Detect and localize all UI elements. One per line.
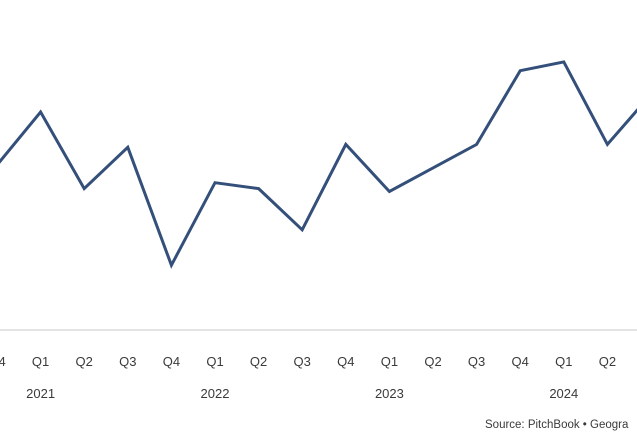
year-label: 2021 [26,386,55,401]
x-tick-label: Q4 [512,354,529,369]
x-tick-label: Q2 [424,354,441,369]
year-label: 2022 [201,386,230,401]
year-labels: 2021 2022 2023 2024 [26,386,578,401]
x-tick-label: Q4 [163,354,180,369]
x-tick-label: Q2 [599,354,616,369]
x-tick-label: Q3 [468,354,485,369]
x-tick-label: Q1 [32,354,49,369]
x-tick-label: Q3 [119,354,136,369]
year-label: 2023 [375,386,404,401]
x-tick-label: Q1 [381,354,398,369]
x-tick-label: Q4 [0,354,6,369]
x-tick-label: Q3 [294,354,311,369]
x-tick-label: Q2 [250,354,267,369]
x-tick-label: Q1 [555,354,572,369]
series-line [0,60,637,269]
x-tick-label: Q2 [76,354,93,369]
x-tick-labels: Q4Q1Q2Q3Q4Q1Q2Q3Q4Q1Q2Q3Q4Q1Q2Q3 [0,354,616,369]
series-layer [0,60,637,269]
x-tick-label: Q4 [337,354,354,369]
year-label: 2024 [549,386,578,401]
x-tick-label: Q1 [206,354,223,369]
source-note: Source: PitchBook • Geogra [485,419,629,431]
